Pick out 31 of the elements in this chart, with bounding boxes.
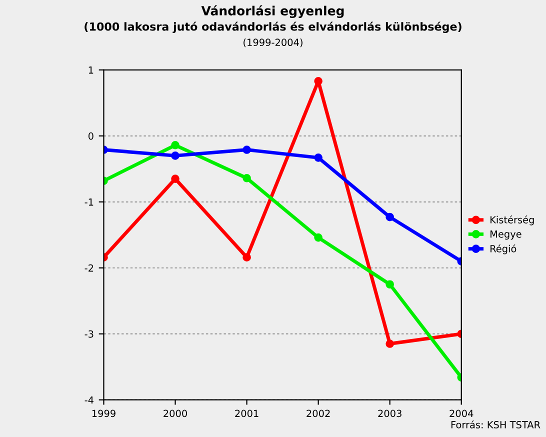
text: (1999-2004) [244, 38, 302, 48]
y-tick-label: -1 [84, 198, 94, 206]
point [242, 174, 251, 182]
point [386, 340, 394, 348]
point [314, 233, 322, 242]
x-tick-label: 2001 [235, 410, 258, 418]
point [386, 280, 394, 289]
point [242, 253, 251, 262]
point [171, 140, 180, 150]
point [171, 152, 180, 160]
legend-label: Kistérség [490, 216, 534, 226]
legend-label: Régió [490, 244, 516, 254]
y-tick-label: -3 [84, 330, 94, 338]
point [171, 174, 180, 183]
x-tick-label: 2002 [306, 410, 330, 418]
point [314, 76, 322, 86]
y-tick-label: 1 [88, 66, 94, 74]
y-tick-label: -2 [84, 264, 94, 272]
y-tick-label: 0 [88, 132, 94, 140]
chart-title: Vándorlási egyenleg [201, 5, 344, 18]
legend-label: Megye [490, 230, 522, 240]
chart-subtitle: (1000 lakosra jutó odavándorlás és elvándorlás különbsége) [84, 22, 462, 33]
x-tick-label: 1999 [92, 410, 116, 418]
point [386, 212, 394, 222]
point [314, 154, 322, 162]
y-tick-label: -4 [84, 396, 94, 404]
x-tick-label: 2004 [450, 410, 474, 418]
text: Forrás: KSH TSTAR [451, 420, 540, 428]
x-tick-label: 2000 [164, 410, 187, 418]
point [242, 146, 251, 154]
x-tick-label: 2003 [378, 410, 402, 418]
